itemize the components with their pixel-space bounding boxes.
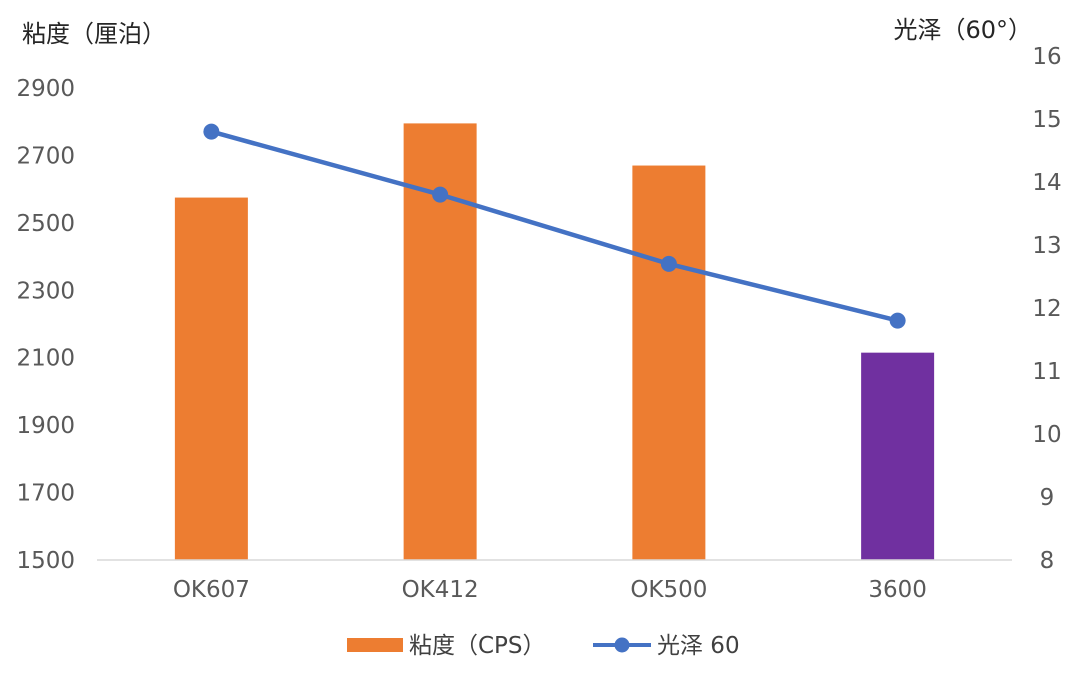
gloss-point-ok412 bbox=[432, 186, 449, 203]
y-right-tick-label: 14 bbox=[1032, 170, 1061, 196]
bar-ok500 bbox=[632, 165, 706, 561]
bar-ok607 bbox=[174, 197, 248, 561]
y-left-tick-label: 2700 bbox=[16, 143, 75, 169]
gloss-point-ok607 bbox=[203, 123, 220, 140]
y-right-tick-label: 16 bbox=[1032, 44, 1061, 70]
y-left-axis-title: 粘度（厘泊） bbox=[22, 20, 166, 48]
legend-label-viscosity: 粘度（CPS） bbox=[409, 633, 546, 659]
bar-3600 bbox=[861, 352, 935, 560]
gloss-point-3600 bbox=[889, 312, 906, 329]
y-right-axis-title: 光泽（60°） bbox=[893, 16, 1032, 44]
y-right-ticks: 8 9 10 11 12 13 14 15 16 bbox=[1032, 44, 1061, 574]
legend-swatch-gloss-marker bbox=[614, 637, 630, 653]
y-left-tick-label: 2300 bbox=[16, 278, 75, 304]
x-tick-label: OK412 bbox=[402, 577, 479, 603]
gloss-point-ok500 bbox=[660, 255, 677, 272]
y-right-tick-label: 9 bbox=[1040, 485, 1055, 511]
x-tick-label: 3600 bbox=[868, 577, 927, 603]
x-ticks: OK607 OK412 OK500 3600 bbox=[173, 577, 927, 603]
y-left-tick-label: 1700 bbox=[16, 481, 75, 507]
legend: 粘度（CPS） 光泽 60 bbox=[347, 633, 740, 659]
y-left-tick-label: 1900 bbox=[16, 413, 75, 439]
legend-swatch-viscosity bbox=[347, 638, 403, 652]
y-left-tick-label: 2500 bbox=[16, 211, 75, 237]
y-right-tick-label: 8 bbox=[1040, 548, 1055, 574]
y-right-tick-label: 10 bbox=[1032, 422, 1061, 448]
y-left-tick-label: 2100 bbox=[16, 346, 75, 372]
y-right-tick-label: 13 bbox=[1032, 233, 1061, 259]
x-tick-label: OK500 bbox=[630, 577, 707, 603]
gloss-line bbox=[209, 129, 900, 323]
y-right-tick-label: 15 bbox=[1032, 107, 1061, 133]
line-series bbox=[203, 123, 906, 329]
legend-label-gloss: 光泽 60 bbox=[657, 633, 740, 659]
bars bbox=[174, 123, 935, 561]
y-left-tick-label: 1500 bbox=[16, 548, 75, 574]
y-left-ticks: 1500 1700 1900 2100 2300 2500 2700 2900 bbox=[16, 76, 75, 574]
x-tick-label: OK607 bbox=[173, 577, 250, 603]
y-right-tick-label: 11 bbox=[1032, 359, 1061, 385]
y-right-tick-label: 12 bbox=[1032, 296, 1061, 322]
y-left-tick-label: 2900 bbox=[16, 76, 75, 102]
